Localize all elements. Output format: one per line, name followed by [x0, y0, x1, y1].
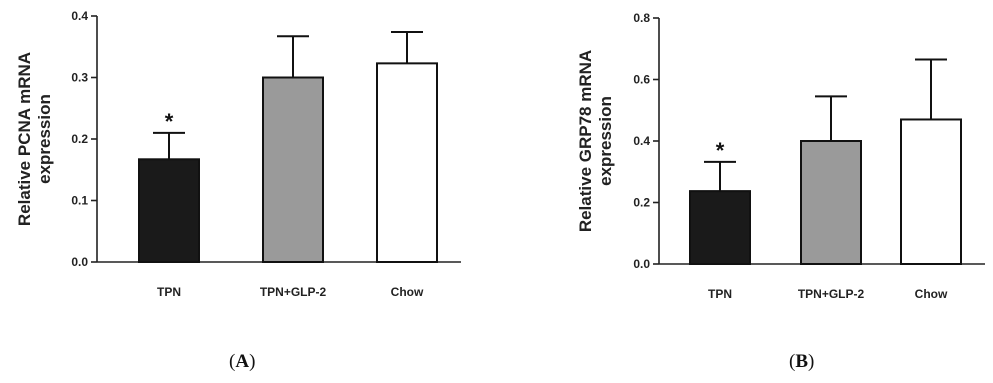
- panel-a: 0.0 0.1 0.2 0.3 0.4 Relative PCNA mRNA express…: [0, 0, 496, 383]
- caption-b: (B): [789, 351, 815, 372]
- b-ytick-label-2: 0.4: [633, 134, 650, 148]
- b-bar-2: [900, 118, 962, 265]
- a-ylabel-line-0: Relative PCNA mRNA: [15, 52, 34, 226]
- a-bar-2: [376, 62, 438, 264]
- a-bar-1: [262, 76, 324, 263]
- caption-a: (A): [229, 351, 256, 372]
- b-category-label-2: Chow: [915, 287, 948, 301]
- a-ytick-label-0: 0.0: [71, 255, 88, 269]
- a-bar-0: [138, 158, 200, 263]
- b-category-label-1: TPN+GLP-2: [798, 287, 865, 301]
- panel-b: 0.0 0.2 0.4 0.6 0.8 Relative GRP78 mRNA expres…: [496, 0, 993, 383]
- a-ytick-label-3: 0.3: [71, 71, 88, 85]
- grp78-chart: 0.0 0.2 0.4 0.6 0.8 Relative GRP78 mRNA expres…: [576, 11, 985, 301]
- pcna-chart: 0.0 0.1 0.2 0.3 0.4 Relative PCNA mRNA express…: [15, 9, 461, 299]
- a-significance-0: *: [165, 109, 174, 134]
- a-category-label-2: Chow: [391, 285, 424, 299]
- b-ytick-label-1: 0.2: [633, 196, 650, 210]
- a-ylabel-line-1: expression: [35, 94, 54, 184]
- a-ytick-label-1: 0.1: [71, 194, 88, 208]
- b-plot: 0.0 0.2 0.4 0.6 0.8 Relative GRP78 mRNA expres…: [576, 11, 985, 301]
- b-ytick-label-3: 0.6: [633, 73, 650, 87]
- b-ytick-label-0: 0.0: [633, 257, 650, 271]
- b-bar-0: [689, 190, 751, 265]
- a-ytick-label-4: 0.4: [71, 9, 88, 23]
- b-ytick-label-4: 0.8: [633, 11, 650, 25]
- b-ylabel-line-1: expression: [596, 96, 615, 186]
- b-ylabel-line-0: Relative GRP78 mRNA: [576, 50, 595, 232]
- b-bar-1: [800, 140, 862, 265]
- a-category-label-0: TPN: [157, 285, 181, 299]
- b-significance-0: *: [716, 138, 725, 163]
- b-category-label-0: TPN: [708, 287, 732, 301]
- a-plot: 0.0 0.1 0.2 0.3 0.4 Relative PCNA mRNA express…: [15, 9, 461, 299]
- a-ytick-label-2: 0.2: [71, 132, 88, 146]
- a-category-label-1: TPN+GLP-2: [260, 285, 327, 299]
